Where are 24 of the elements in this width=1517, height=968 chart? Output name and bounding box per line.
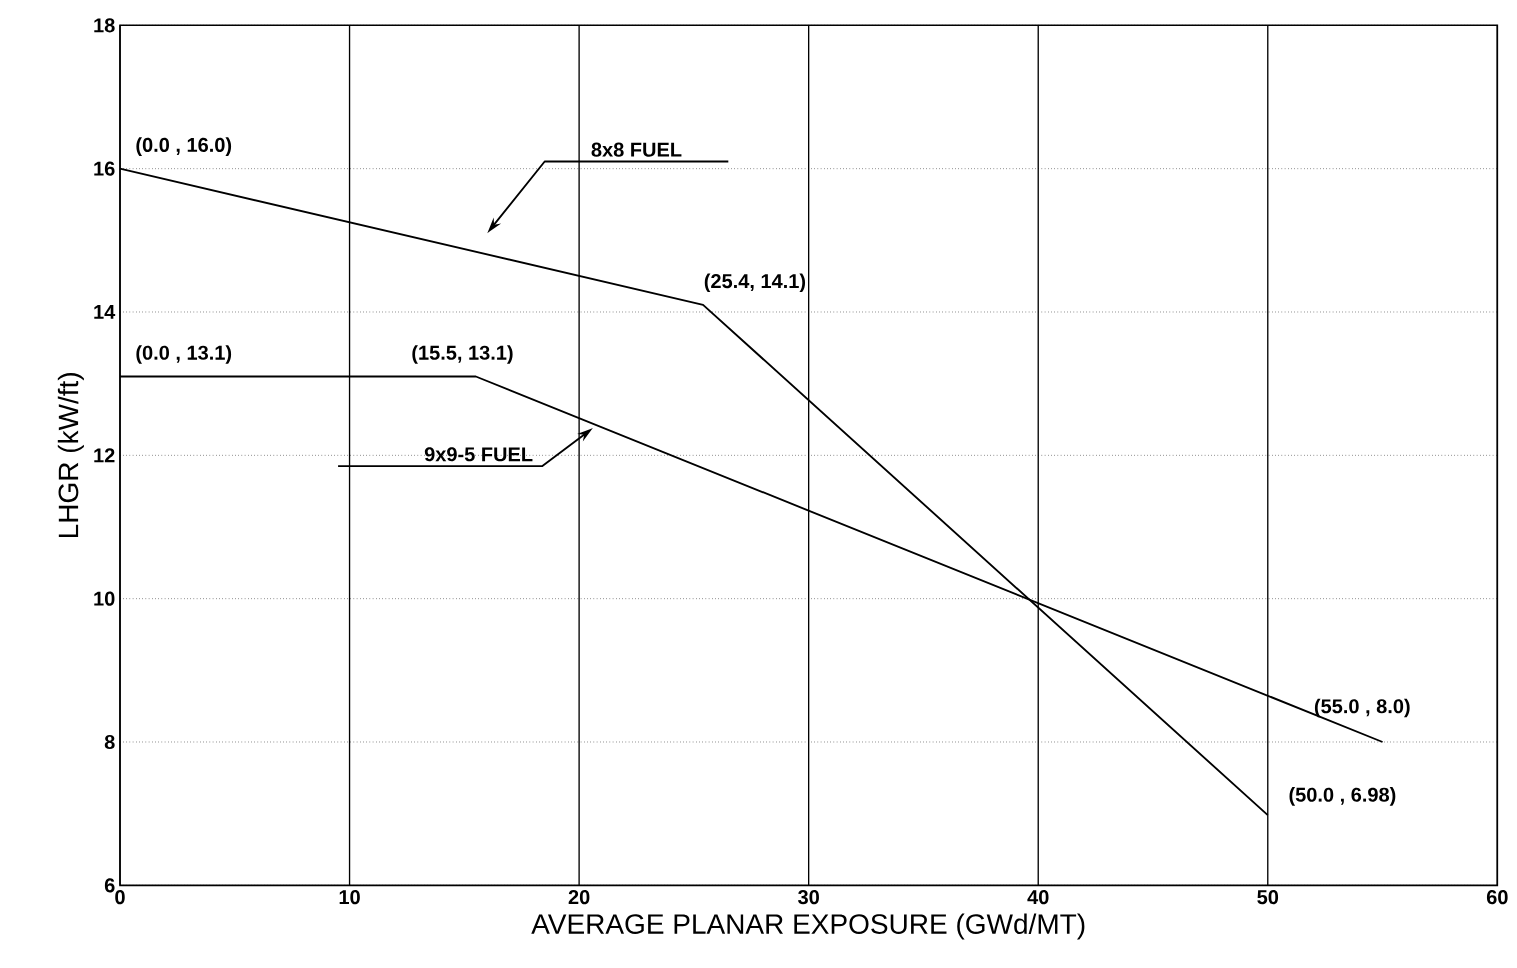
x-axis-title: AVERAGE PLANAR EXPOSURE (GWd/MT): [531, 913, 1085, 940]
y-tick-label: 6: [104, 878, 115, 893]
x-tick-label: 30: [798, 890, 819, 905]
annotation: (55.0 , 8.0): [1314, 698, 1410, 718]
text: 8x8 FUEL: [591, 142, 682, 157]
x-tick-label: 60: [1486, 890, 1508, 905]
y-tick-label: 18: [94, 18, 115, 33]
y-axis-title: LHGR (kW/ft): [57, 373, 84, 538]
annotation: (0.0 , 16.0): [136, 137, 232, 156]
x-tick-label: 50: [1257, 890, 1279, 905]
annotation: (15.5, 13.1): [412, 345, 513, 364]
y-tick-label: 12: [94, 448, 115, 463]
x-tick-label: 40: [1027, 890, 1049, 905]
x-tick-label: 10: [339, 890, 360, 905]
x-tick-label: 20: [568, 890, 590, 905]
y-tick-label: 14: [94, 305, 116, 319]
annotation: (50.0 , 6.98): [1289, 787, 1396, 806]
y-tick-label: 16: [94, 161, 115, 176]
y-tick-label: 8: [104, 734, 115, 750]
annotation: (25.4, 14.1): [704, 273, 806, 293]
y-tick-label: 10: [94, 591, 115, 606]
annotation: (0.0 , 13.1): [136, 345, 232, 364]
text: 9x9-5 FUEL: [424, 447, 533, 462]
x-tick-label: 0: [115, 890, 125, 905]
